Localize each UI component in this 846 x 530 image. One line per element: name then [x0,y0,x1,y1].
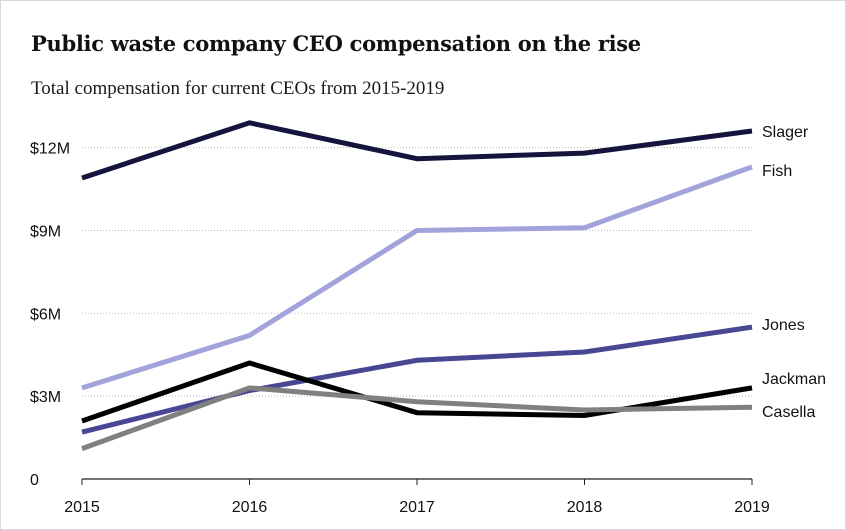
x-tick-label: 2018 [567,499,603,516]
series-line-jones [81,324,753,435]
series-line-slager [81,120,753,181]
x-axis-ticks: 2015 2016 2017 2018 2019 [64,479,770,516]
y-axis-ticks: 0 $3M $6M $9M $12M [30,141,70,489]
x-tick-label: 2019 [734,499,770,516]
chart-subtitle: Total compensation for current CEOs from… [31,78,445,99]
x-tick-label: 2017 [399,499,435,516]
series-line-fish [81,164,753,391]
series-label-jones: Jones [762,317,805,334]
series-lines [81,120,753,451]
series-line-casella [81,385,753,451]
y-tick-label: 0 [30,472,39,489]
x-tick-label: 2015 [64,499,100,516]
chart-title: Public waste company CEO compensation on… [31,31,641,56]
y-tick-label: $12M [30,141,70,158]
series-line-jackman [81,360,753,424]
y-tick-label: $6M [30,306,61,323]
series-label-jackman: Jackman [762,371,826,388]
y-tick-label: $9M [30,223,61,240]
series-label-fish: Fish [762,163,792,180]
y-tick-label: $3M [30,389,61,406]
series-label-casella: Casella [762,404,815,421]
gridlines [82,147,752,480]
series-label-slager: Slager [762,124,809,141]
series-labels: Slager Fish Jones Jackman Casella [762,124,826,421]
x-tick-label: 2016 [232,499,268,516]
